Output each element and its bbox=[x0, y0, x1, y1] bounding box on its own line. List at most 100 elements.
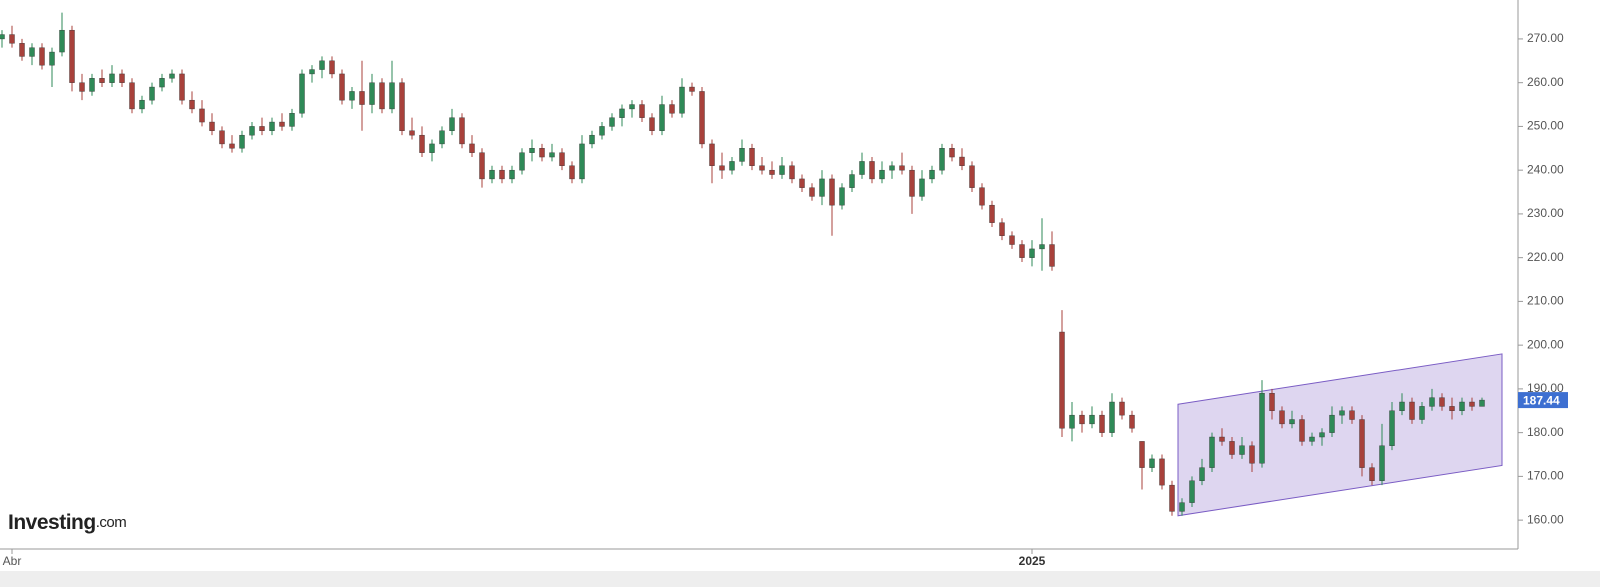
candle-body bbox=[1429, 397, 1435, 407]
last-price-box bbox=[1518, 392, 1568, 409]
y-tick-label: 260.00 bbox=[1527, 75, 1564, 89]
candle-body bbox=[349, 91, 355, 101]
candle-body bbox=[229, 143, 235, 149]
candle-body bbox=[1289, 419, 1295, 425]
candle-body bbox=[479, 152, 485, 180]
candle-body bbox=[639, 104, 645, 118]
candle-body bbox=[219, 130, 225, 145]
y-tick-label: 250.00 bbox=[1527, 119, 1564, 133]
candle-body bbox=[429, 143, 435, 153]
candle-body bbox=[839, 187, 845, 206]
candle-body bbox=[999, 222, 1005, 236]
candle-body bbox=[469, 143, 475, 153]
candle-body bbox=[1459, 401, 1465, 411]
candle-body bbox=[359, 91, 365, 105]
candle-body bbox=[1179, 502, 1185, 512]
candle-body bbox=[1019, 244, 1025, 258]
candle-body bbox=[1169, 484, 1175, 512]
candle-body bbox=[119, 73, 125, 83]
candle-body bbox=[1439, 397, 1445, 407]
candle-body bbox=[1419, 406, 1425, 420]
brand-logo: Investing.com bbox=[8, 511, 126, 534]
candle-body bbox=[1199, 467, 1205, 481]
candle-body bbox=[909, 169, 915, 197]
candle-body bbox=[1009, 235, 1015, 245]
candle-body bbox=[1409, 401, 1415, 420]
candle-body bbox=[129, 82, 135, 110]
candle-body bbox=[519, 152, 525, 171]
candle-body bbox=[509, 169, 515, 180]
candle-body bbox=[699, 91, 705, 145]
y-tick-label: 200.00 bbox=[1527, 337, 1564, 351]
candle-body bbox=[1059, 331, 1065, 429]
candle-body bbox=[1339, 410, 1345, 416]
candle-body bbox=[1259, 393, 1265, 464]
candle-body bbox=[969, 165, 975, 188]
candle-body bbox=[989, 204, 995, 223]
candle-body bbox=[819, 178, 825, 197]
candle-body bbox=[749, 148, 755, 166]
candle-body bbox=[1189, 480, 1195, 503]
candle-body bbox=[1359, 419, 1365, 468]
candle-body bbox=[549, 152, 555, 158]
candle-body bbox=[149, 86, 155, 101]
candle-body bbox=[399, 82, 405, 131]
candle-body bbox=[309, 69, 315, 75]
candle-body bbox=[339, 73, 345, 101]
candle-body bbox=[179, 73, 185, 101]
candle-body bbox=[1279, 410, 1285, 425]
candle-body bbox=[1109, 401, 1115, 433]
candle-body bbox=[529, 148, 535, 153]
candle-body bbox=[1369, 467, 1375, 481]
candle-body bbox=[709, 143, 715, 166]
candle-body bbox=[439, 130, 445, 145]
candle-body bbox=[889, 165, 895, 171]
candle-body bbox=[959, 156, 965, 166]
candle-body bbox=[1319, 432, 1325, 438]
candle-body bbox=[979, 187, 985, 206]
candle-body bbox=[669, 104, 675, 114]
candle-body bbox=[409, 130, 415, 136]
candle-body bbox=[159, 78, 165, 88]
candle-body bbox=[769, 169, 775, 175]
candle-body bbox=[1159, 458, 1165, 486]
candle-body bbox=[1299, 419, 1305, 442]
candle-body bbox=[719, 165, 725, 171]
candle-body bbox=[49, 51, 55, 66]
candle-body bbox=[79, 82, 85, 92]
candle-body bbox=[1379, 445, 1385, 481]
candle-body bbox=[199, 108, 205, 123]
candle-body bbox=[29, 47, 35, 57]
y-tick-label: 160.00 bbox=[1527, 512, 1564, 526]
candle-body bbox=[849, 174, 855, 188]
last-price-label: 187.44 bbox=[1523, 393, 1560, 407]
candle-body bbox=[739, 148, 745, 162]
candle-body bbox=[59, 29, 65, 53]
candle-body bbox=[569, 165, 575, 180]
candle-body bbox=[799, 178, 805, 188]
candle-body bbox=[299, 73, 305, 114]
candle-body bbox=[379, 82, 385, 110]
candle-body bbox=[599, 126, 605, 136]
candle-body bbox=[809, 187, 815, 197]
candle-body bbox=[1329, 414, 1335, 433]
candle-body bbox=[259, 126, 265, 131]
candle-body bbox=[239, 134, 245, 149]
candle-body bbox=[659, 104, 665, 131]
brand-suffix: .com bbox=[96, 514, 127, 531]
candle-body bbox=[1389, 410, 1395, 446]
candle-body bbox=[1239, 445, 1245, 455]
candle-body bbox=[1029, 248, 1035, 258]
y-tick-label: 210.00 bbox=[1527, 294, 1564, 308]
y-tick-label: 270.00 bbox=[1527, 31, 1564, 45]
candle-body bbox=[1099, 414, 1105, 433]
candle-body bbox=[829, 178, 835, 206]
candle-body bbox=[489, 169, 495, 180]
candle-body bbox=[1049, 244, 1055, 267]
candle-body bbox=[919, 178, 925, 197]
candle-body bbox=[1449, 406, 1455, 411]
candle-body bbox=[1129, 414, 1135, 429]
candle-body bbox=[559, 152, 565, 166]
candle-body bbox=[759, 165, 765, 171]
candle-body bbox=[1139, 441, 1145, 468]
